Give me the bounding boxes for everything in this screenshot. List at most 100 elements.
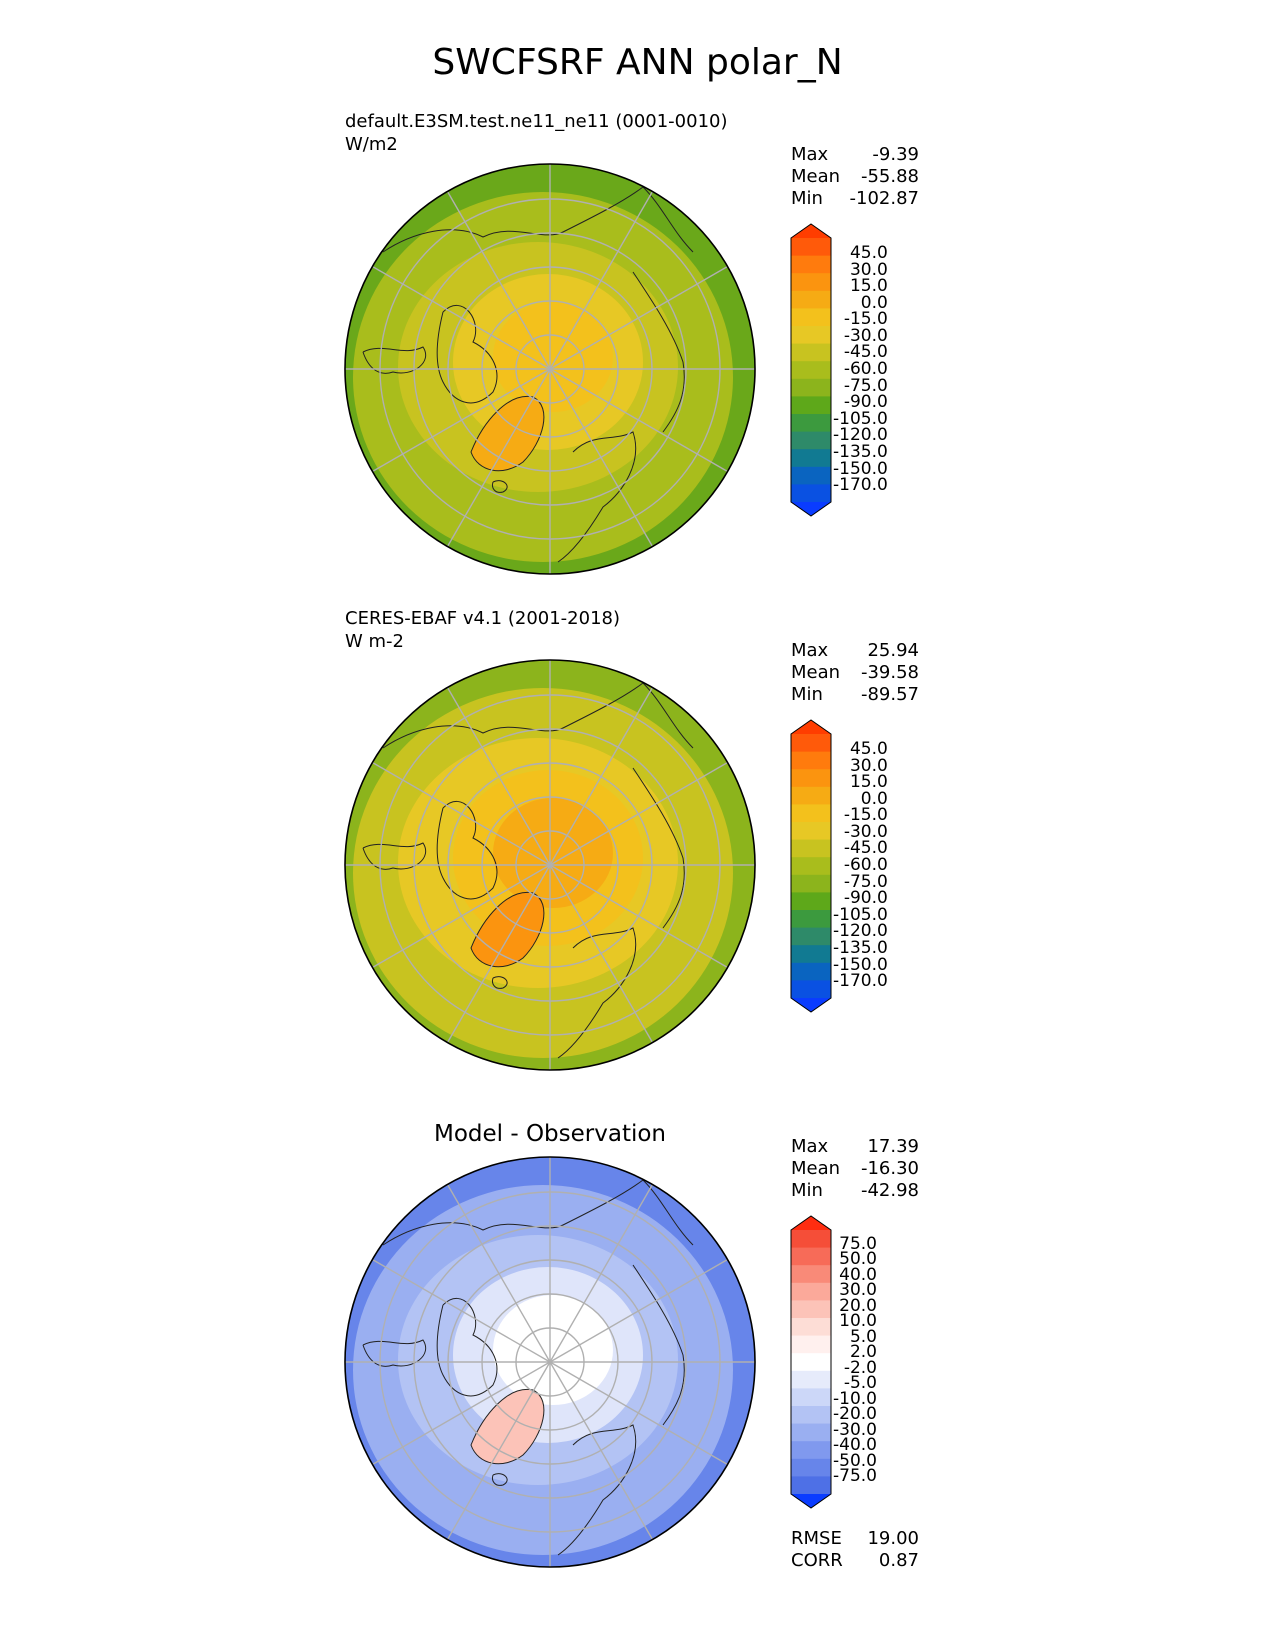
colorbar-extend-top xyxy=(791,720,831,734)
colorbar-bin xyxy=(791,1388,831,1407)
meridian-line xyxy=(549,265,728,370)
colorbar-tick-label: -45.0 xyxy=(843,342,888,363)
colorbar-bin xyxy=(791,804,831,823)
colorbar-bin xyxy=(791,238,831,257)
meridian-line xyxy=(372,1361,551,1466)
meridian-line xyxy=(372,368,551,473)
colorbar-bin xyxy=(791,1406,831,1425)
colorbar-bin xyxy=(791,1458,831,1477)
colorbar-tick-label: -120.0 xyxy=(833,921,888,942)
colorbar-bin xyxy=(791,962,831,981)
colorbar-bin xyxy=(791,290,831,309)
stat-corr: CORR 0.87 xyxy=(791,1550,919,1571)
polar-map-test xyxy=(344,163,756,575)
meridian-line xyxy=(549,1361,654,1540)
colorbar-bin xyxy=(791,751,831,770)
colorbar-bin xyxy=(791,910,831,929)
figure-title: SWCFSRF ANN polar_N xyxy=(432,42,843,83)
meridian-line xyxy=(446,1361,551,1540)
stat-min: Min -102.87 xyxy=(791,188,919,209)
meridian-line xyxy=(549,864,654,1043)
colorbar-tick-label: -150.0 xyxy=(833,954,888,975)
colorbar-test xyxy=(790,223,832,517)
colorbar-bin xyxy=(791,396,831,415)
meridian-line xyxy=(549,1184,654,1363)
stats-diff: Max 17.39 Mean -16.30 Min -42.98 xyxy=(791,1136,919,1202)
meridian-line xyxy=(372,265,551,370)
colorbar-labels-diff: 75.0 50.0 40.0 30.0 20.0 10.0 5.0 2.0 -2.0 -5.0 -1… xyxy=(833,1234,877,1485)
colorbar-tick-label: 0.0 xyxy=(860,292,888,313)
colorbar-tick-label: -5.0 xyxy=(843,1373,877,1394)
coastlines xyxy=(362,1179,694,1556)
meridian-line xyxy=(372,761,551,866)
colorbar-tick-label: -75.0 xyxy=(843,871,888,892)
colorbar-tick-label: -120.0 xyxy=(833,425,888,446)
meridian-line xyxy=(372,1258,551,1363)
colorbar-tick-label: 75.0 xyxy=(839,1234,877,1254)
graticule xyxy=(345,164,755,574)
colorbar-bin xyxy=(791,874,831,893)
colorbar-tick-label: 50.0 xyxy=(839,1249,877,1270)
colorbar-tick-label: -135.0 xyxy=(833,937,888,958)
greenland-field xyxy=(471,1389,544,1464)
colorbar-bin xyxy=(791,273,831,292)
colorbar-outline xyxy=(790,719,832,1013)
colorbar-bin xyxy=(791,927,831,946)
colorbar-bin xyxy=(791,431,831,450)
colorbar-bin xyxy=(791,361,831,380)
colorbar-extend-top xyxy=(791,1216,831,1230)
meridian-line xyxy=(549,368,654,547)
colorbar-extend-bottom xyxy=(791,998,831,1012)
colorbar-bin xyxy=(791,343,831,362)
colorbar-labels-test: 45.0 30.0 15.0 0.0 -15.0 -30.0 -45.0 -60.0 -75.0… xyxy=(833,245,888,494)
colorbar-tick-label: -60.0 xyxy=(843,359,888,380)
polar-map-ref xyxy=(344,659,756,1071)
meridian-line xyxy=(446,687,551,866)
colorbar-tick-label: -30.0 xyxy=(833,1419,877,1440)
colorbar-tick-label: -135.0 xyxy=(833,441,888,462)
panel-diff-title: Model - Observation xyxy=(433,1121,667,1147)
colorbar-bin xyxy=(791,839,831,858)
stat-min: Min -89.57 xyxy=(791,684,919,705)
panel-test-units: W/m2 xyxy=(345,134,398,155)
colorbar-bin xyxy=(791,326,831,345)
map-boundary xyxy=(344,659,756,1071)
colorbar-tick-label: 45.0 xyxy=(849,739,888,759)
colorbar-tick-label: -105.0 xyxy=(833,904,888,925)
meridian-line xyxy=(549,687,654,866)
stats-ref: Max 25.94 Mean -39.58 Min -89.57 xyxy=(791,640,919,706)
colorbar-tick-label: -170.0 xyxy=(833,971,888,992)
colorbar-bin xyxy=(791,255,831,274)
panel-ref-units: W m-2 xyxy=(345,631,405,652)
colorbar-bin xyxy=(791,466,831,485)
colorbar-bin xyxy=(791,1441,831,1460)
colorbar-tick-label: 30.0 xyxy=(849,259,888,280)
colorbar-bin xyxy=(791,945,831,964)
stat-mean: Mean -39.58 xyxy=(791,662,919,683)
colorbar-bin xyxy=(791,734,831,753)
colorbar-tick-label: 15.0 xyxy=(849,772,888,793)
colorbar-tick-label: -50.0 xyxy=(833,1450,877,1471)
map-boundary xyxy=(344,1156,756,1568)
coastlines xyxy=(362,682,694,1059)
colorbar-tick-label: -2.0 xyxy=(843,1357,877,1378)
colorbar-bin xyxy=(791,769,831,788)
colorbar-bin xyxy=(791,484,831,503)
stat-max: Max 25.94 xyxy=(791,640,919,661)
stat-mean: Mean -16.30 xyxy=(791,1158,919,1179)
bottom-stats: RMSE 19.00 CORR 0.87 xyxy=(791,1528,919,1572)
colorbar-tick-label: -60.0 xyxy=(843,855,888,876)
greenland-field xyxy=(471,892,544,967)
colorbar-tick-label: 0.0 xyxy=(860,788,888,809)
meridian-line xyxy=(372,864,551,969)
colorbar-bin xyxy=(791,892,831,911)
colorbar-bin xyxy=(791,308,831,327)
colorbar-bin xyxy=(791,1230,831,1249)
colorbar-tick-label: 10.0 xyxy=(839,1311,877,1332)
colorbar-tick-label: -170.0 xyxy=(833,475,888,496)
stat-min: Min -42.98 xyxy=(791,1180,919,1201)
colorbar-tick-label: -90.0 xyxy=(843,888,888,909)
colorbar-tick-label: 5.0 xyxy=(849,1326,877,1347)
meridian-line xyxy=(446,1184,551,1363)
colorbar-tick-label: -40.0 xyxy=(833,1435,877,1456)
